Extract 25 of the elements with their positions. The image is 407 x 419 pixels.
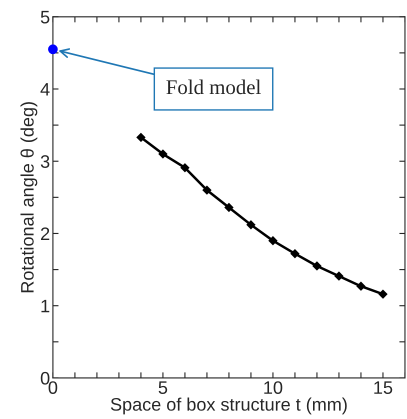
- x-tick-label: 10: [264, 381, 282, 394]
- point: [224, 203, 234, 212]
- point: [378, 290, 388, 299]
- x-tick-label: 5: [158, 381, 168, 394]
- y-tick-label: 2: [41, 227, 50, 240]
- x-axis-title: Space of box structure t (mm): [110, 398, 347, 414]
- point: [334, 272, 344, 281]
- annotation: Fold model: [166, 80, 261, 94]
- y-tick-label: 5: [40, 10, 50, 24]
- point: [158, 150, 168, 158]
- y-tick-label: 1: [41, 300, 50, 312]
- point: [180, 163, 190, 172]
- x-tick-label: 15: [374, 381, 392, 394]
- point: [202, 186, 212, 195]
- point: [48, 44, 58, 54]
- point: [136, 132, 146, 142]
- point: [268, 236, 278, 246]
- point: [356, 282, 366, 291]
- y-axis-title: Rotational angle θ (deg): [20, 102, 38, 292]
- y-tick-label: 0: [40, 372, 50, 385]
- y-tick-label: 4: [40, 83, 50, 96]
- point: [290, 249, 300, 258]
- y-tick-label: 3: [40, 155, 50, 168]
- point: [246, 220, 256, 230]
- point: [312, 262, 322, 270]
